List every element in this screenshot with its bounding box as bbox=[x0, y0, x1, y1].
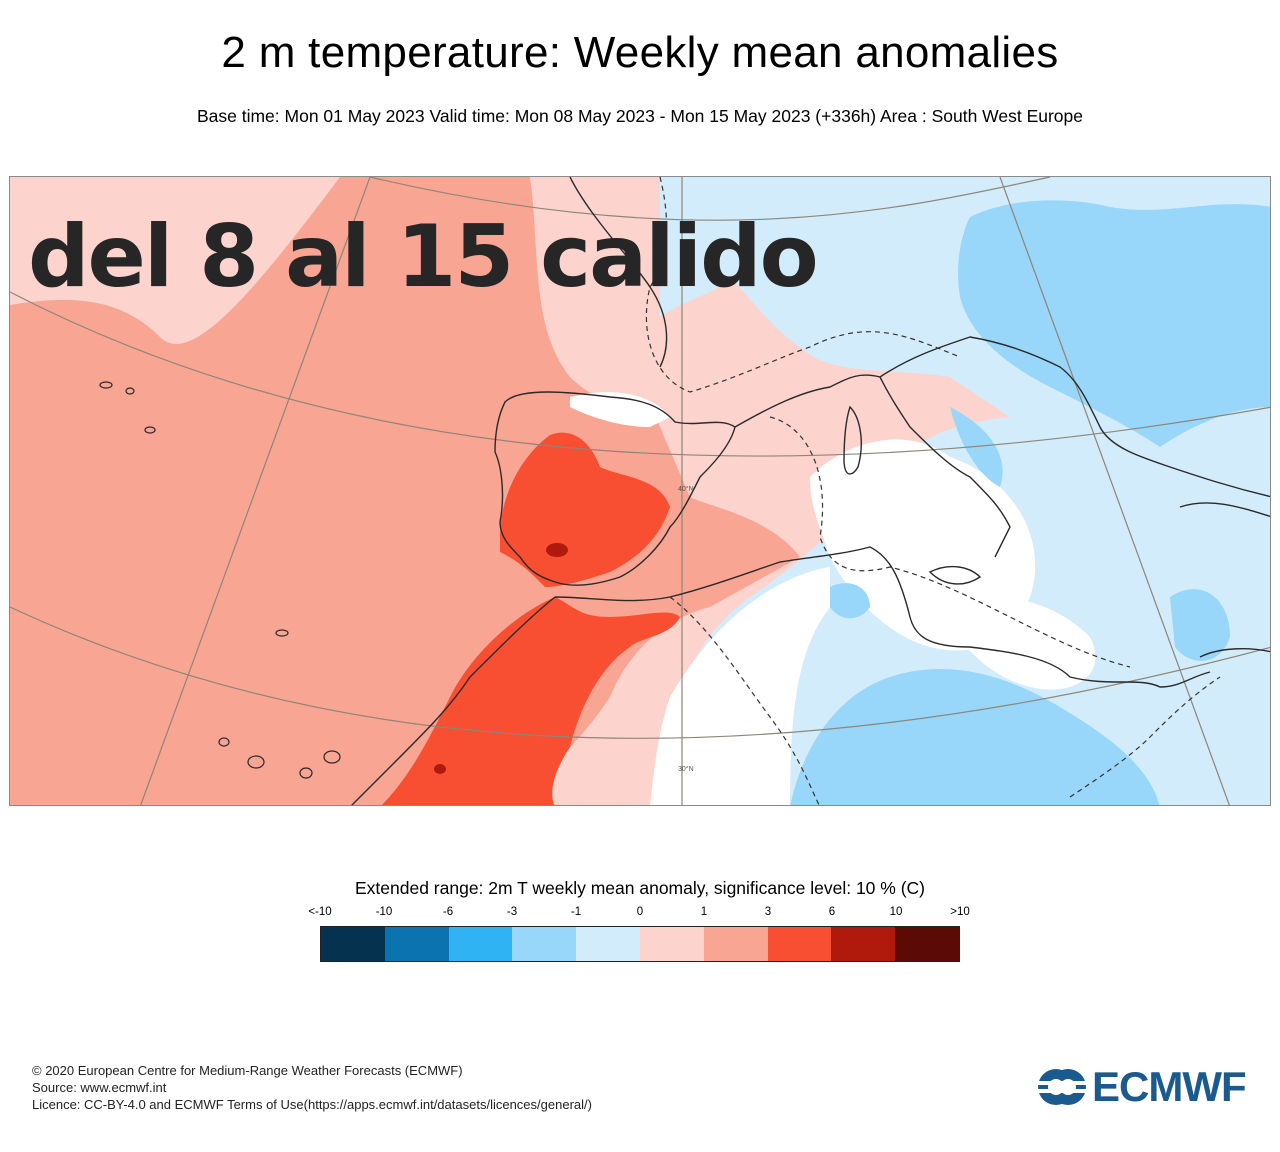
legend-tick: 1 bbox=[700, 906, 708, 918]
legend-tick: -1 bbox=[570, 906, 582, 918]
meridian-line bbox=[140, 177, 371, 805]
legend-swatch bbox=[512, 927, 577, 961]
anomaly-region-3-to-6-iberia bbox=[500, 432, 670, 587]
legend-swatch bbox=[576, 927, 640, 961]
iberia-coast bbox=[494, 391, 736, 586]
ecmwf-logo-text: ECMWF bbox=[1092, 1063, 1247, 1110]
canary-island bbox=[299, 767, 313, 779]
page-title: 2 m temperature: Weekly mean anomalies bbox=[221, 28, 1059, 77]
credit-line: Licence: CC-BY-4.0 and ECMWF Terms of Us… bbox=[32, 1097, 592, 1112]
parallel-line bbox=[10, 291, 1270, 457]
legend-swatch bbox=[831, 927, 896, 961]
significance-contour bbox=[769, 416, 1131, 668]
canary-island bbox=[218, 737, 230, 747]
legend-swatch bbox=[639, 927, 704, 961]
corsica-sardinia bbox=[843, 405, 862, 475]
legend-tick: <-10 bbox=[308, 906, 332, 918]
legend-ticks: <-10 -10 -6 -3 -1 0 1 3 6 10 >10 bbox=[308, 906, 969, 920]
madeira-island bbox=[144, 426, 156, 434]
north-med-coast bbox=[734, 374, 1011, 558]
credit-line: © 2020 European Centre for Medium-Range … bbox=[32, 1063, 463, 1078]
meridian-line bbox=[999, 177, 1230, 805]
significance-contour bbox=[1069, 676, 1221, 798]
legend-color-bar bbox=[320, 926, 960, 962]
anomaly-region-minus1-to-0-north bbox=[660, 177, 830, 317]
legend-tick: 3 bbox=[764, 906, 772, 918]
neutral-patch bbox=[570, 392, 670, 427]
lat-label-30n: 30°N bbox=[678, 765, 694, 773]
coastlines bbox=[351, 177, 1270, 805]
neutral-patch-africa bbox=[650, 567, 830, 805]
azores-island bbox=[125, 387, 135, 395]
anomaly-region-minus3-to-minus1-tunisia bbox=[830, 583, 870, 619]
parallel-line bbox=[10, 606, 1270, 739]
island bbox=[275, 629, 289, 637]
anomaly-region-minus3-to-minus1-crete bbox=[1170, 589, 1230, 661]
canary-island bbox=[323, 750, 341, 764]
crete bbox=[1199, 648, 1270, 658]
graticule bbox=[10, 177, 1270, 805]
legend-tick: 6 bbox=[828, 906, 836, 918]
anomaly-map: 40°N 30°N del 8 al 15 calido bbox=[9, 176, 1271, 806]
anomaly-region-minus3-to-minus1-balkans bbox=[958, 200, 1270, 447]
anomaly-region-minus3-to-minus1-libya bbox=[790, 668, 1160, 805]
page-subtitle: Base time: Mon 01 May 2023 Valid time: M… bbox=[196, 106, 1083, 126]
ecmwf-logo: ECMWF bbox=[1036, 1063, 1247, 1110]
legend-swatch bbox=[321, 927, 385, 961]
map-canvas: 40°N 30°N bbox=[10, 177, 1270, 805]
significance-contours bbox=[645, 177, 1221, 805]
credits: © 2020 European Centre for Medium-Range … bbox=[32, 1062, 592, 1113]
ecmwf-logo-icon bbox=[1036, 1069, 1088, 1105]
anomaly-region-3-to-6-morocco bbox=[381, 597, 680, 805]
azores-island bbox=[99, 381, 113, 389]
north-africa-coast bbox=[554, 546, 1211, 688]
parallel-line bbox=[369, 177, 1051, 221]
atlantic-africa-coast bbox=[351, 596, 556, 805]
significance-contour bbox=[669, 596, 820, 805]
legend-title: Extended range: 2m T weekly mean anomaly… bbox=[354, 878, 925, 898]
legend-swatch bbox=[703, 927, 768, 961]
legend-swatch bbox=[384, 927, 449, 961]
legend-swatch bbox=[767, 927, 832, 961]
aegean-coast bbox=[1179, 502, 1270, 518]
legend-tick: -6 bbox=[442, 906, 454, 918]
legend-tick: -10 bbox=[375, 906, 393, 918]
legend-tick: >10 bbox=[950, 906, 970, 918]
credit-line: Source: www.ecmwf.int bbox=[32, 1080, 167, 1095]
atlantic-islands bbox=[99, 381, 341, 779]
overlay-caption: del 8 al 15 calido bbox=[28, 207, 819, 307]
legend-swatch bbox=[895, 927, 959, 961]
biscay-coast bbox=[569, 177, 668, 368]
legend-tick: 0 bbox=[636, 906, 644, 918]
lat-label-40n: 40°N bbox=[678, 485, 694, 493]
significance-contour bbox=[645, 177, 961, 393]
anomaly-spot-6-to-10-morocco bbox=[434, 764, 446, 774]
anomaly-spot-6-to-10-spain bbox=[546, 543, 568, 557]
adriatic-balkan-coast bbox=[879, 336, 1270, 498]
canary-island bbox=[247, 755, 265, 769]
legend-tick: -3 bbox=[506, 906, 518, 918]
legend-tick: 10 bbox=[889, 906, 903, 918]
sicily bbox=[928, 565, 982, 585]
legend-swatch bbox=[448, 927, 513, 961]
